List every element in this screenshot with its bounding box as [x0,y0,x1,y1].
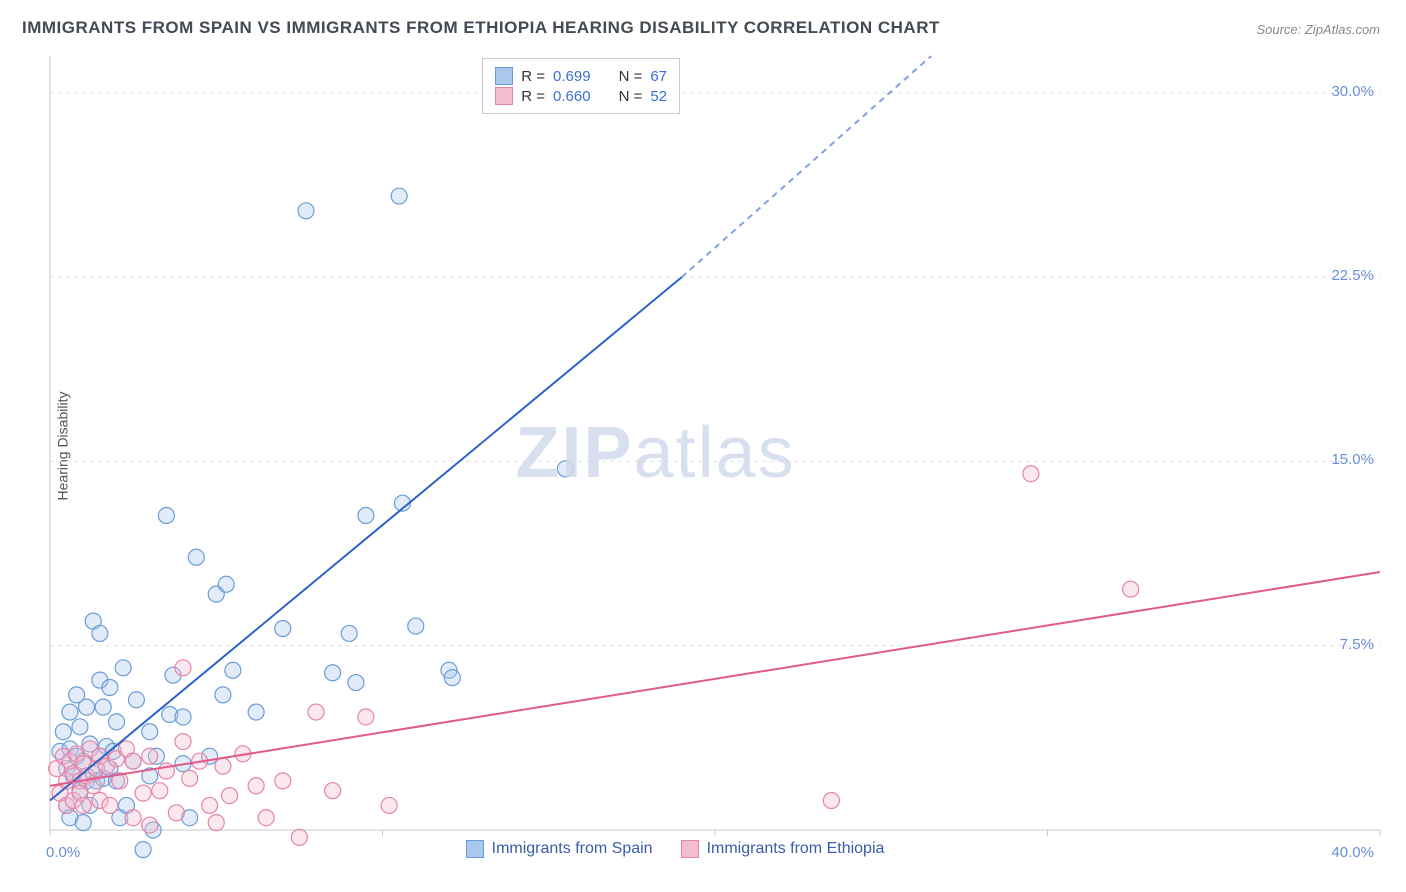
r-value: 0.699 [553,68,591,85]
legend-stat-row: R = 0.660 N = 52 [495,87,667,105]
r-label: R = [521,88,545,105]
legend-swatch [495,87,513,105]
legend-item: Immigrants from Ethiopia [681,840,885,858]
legend-swatch [466,840,484,858]
legend-label: Immigrants from Ethiopia [707,840,885,858]
n-label: N = [619,88,643,105]
n-label: N = [619,68,643,85]
tick-label: 30.0% [1331,83,1374,100]
tick-label: 15.0% [1331,451,1374,468]
tick-label: 7.5% [1340,636,1374,653]
tick-label: 22.5% [1331,267,1374,284]
legend-label: Immigrants from Spain [492,840,653,858]
legend-series: Immigrants from Spain Immigrants from Eth… [466,840,885,858]
n-value: 67 [650,68,667,85]
tick-label: 40.0% [1331,844,1374,861]
tick-label: 0.0% [46,844,80,861]
legend-stat-row: R = 0.699 N = 67 [495,67,667,85]
legend-item: Immigrants from Spain [466,840,653,858]
correlation-scatter-chart [0,0,1406,892]
r-label: R = [521,68,545,85]
legend-swatch [681,840,699,858]
legend-correlation-stats: R = 0.699 N = 67 R = 0.660 N = 52 [482,58,680,114]
plot-area [0,0,1406,892]
legend-swatch [495,67,513,85]
n-value: 52 [650,88,667,105]
r-value: 0.660 [553,88,591,105]
